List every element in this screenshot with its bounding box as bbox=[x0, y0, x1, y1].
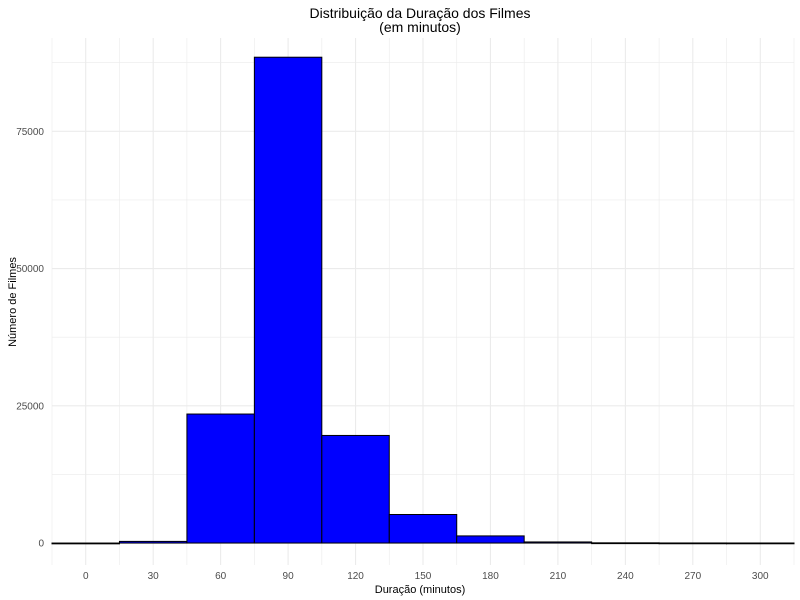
x-axis-label: Duração (minutos) bbox=[375, 584, 465, 596]
y-tick-label: 0 bbox=[38, 539, 44, 550]
y-tick-label: 75000 bbox=[16, 127, 44, 138]
x-tick-label: 120 bbox=[347, 571, 364, 582]
x-tick-label: 180 bbox=[482, 571, 499, 582]
x-tick-label: 0 bbox=[83, 571, 89, 582]
x-tick-label: 210 bbox=[550, 571, 567, 582]
histogram-bar bbox=[523, 541, 593, 544]
histogram-bar bbox=[591, 542, 660, 545]
histogram-bar bbox=[726, 542, 795, 545]
x-axis-ticks: 0 30 60 90 120 150 180 210 240 270 300 bbox=[83, 571, 769, 582]
histogram-bar bbox=[253, 56, 323, 544]
x-tick-label: 90 bbox=[283, 571, 295, 582]
y-axis-label: Número de Filmes bbox=[7, 257, 19, 347]
histogram-bar bbox=[456, 535, 525, 544]
histogram-bar bbox=[321, 434, 390, 544]
histogram-bar bbox=[51, 542, 120, 545]
major-grid bbox=[52, 38, 794, 565]
x-tick-label: 30 bbox=[148, 571, 160, 582]
chart-subtitle: (em minutos) bbox=[379, 19, 461, 35]
x-tick-label: 150 bbox=[415, 571, 432, 582]
x-tick-label: 240 bbox=[617, 571, 634, 582]
y-tick-label: 50000 bbox=[16, 264, 44, 275]
bars bbox=[51, 56, 795, 545]
histogram-bar bbox=[388, 513, 458, 544]
histogram-bar bbox=[658, 542, 728, 545]
y-tick-label: 25000 bbox=[16, 401, 44, 412]
histogram-bar bbox=[186, 413, 255, 544]
x-tick-label: 270 bbox=[684, 571, 701, 582]
histogram-bar bbox=[118, 540, 188, 544]
x-tick-label: 300 bbox=[752, 571, 769, 582]
y-axis-ticks: 0 25000 50000 75000 bbox=[16, 127, 44, 550]
x-tick-label: 60 bbox=[215, 571, 227, 582]
chart-title: Distribuição da Duração dos Filmes bbox=[310, 5, 531, 21]
